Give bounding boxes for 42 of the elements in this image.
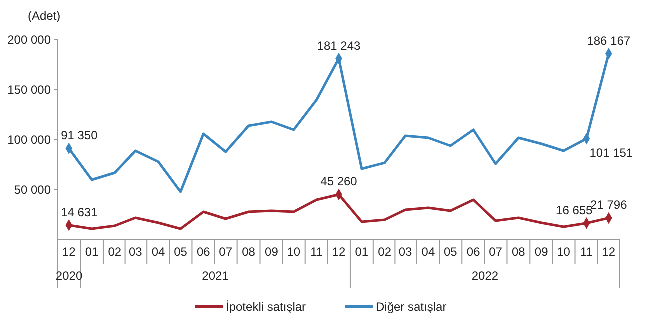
x-tick-label: 12 [332, 245, 346, 259]
x-tick-label: 08 [512, 245, 526, 259]
x-tick-label: 10 [287, 245, 301, 259]
x-tick-label: 09 [534, 245, 549, 259]
data-label: 101 151 [590, 146, 634, 160]
text: 2021 [202, 269, 230, 283]
x-tick-label: 08 [242, 245, 256, 259]
x-tick-label: 01 [85, 245, 100, 259]
x-tick-label: 12 [62, 245, 76, 259]
x-tick-label: 02 [378, 245, 392, 259]
text: 2020 [56, 269, 83, 283]
data-label: 91 350 [61, 128, 98, 143]
x-tick-label: 06 [196, 245, 211, 259]
x-tick-label: 03 [128, 245, 143, 259]
data-label: 186 167 [587, 34, 631, 48]
x-tick-label: 09 [265, 245, 279, 259]
text: 2022 [472, 269, 499, 283]
legend-label: Diğer satışlar [376, 300, 447, 314]
x-tick-label: 10 [557, 245, 571, 259]
y-tick-label: 150 000 [8, 83, 52, 98]
x-tick-label: 04 [152, 245, 166, 259]
x-tick-label: 07 [219, 245, 233, 259]
y-axis-title: (Adet) [28, 9, 61, 23]
y-tick-label: 100 000 [8, 133, 52, 148]
data-label: 45 260 [320, 174, 358, 189]
x-tick-label: 06 [466, 245, 481, 259]
x-tick-label: 03 [398, 245, 413, 259]
legend-label: İpotekli satışlar [226, 300, 306, 314]
x-tick-label: 04 [422, 245, 436, 259]
x-tick-label: 11 [580, 245, 594, 259]
data-label: 181 243 [317, 38, 362, 53]
x-tick-label: 02 [108, 245, 122, 259]
y-tick-label: 200 000 [8, 33, 52, 48]
x-tick-label: 12 [602, 245, 616, 259]
x-tick-label: 01 [355, 245, 369, 259]
data-label: 16 655 [556, 203, 594, 218]
x-tick-label: 11 [310, 245, 324, 259]
data-label: 14 631 [61, 205, 98, 220]
x-tick-label: 07 [489, 245, 503, 259]
x-tick-label: 05 [174, 245, 188, 259]
y-tick-label: 50 000 [14, 183, 52, 198]
x-tick-label: 05 [444, 245, 458, 259]
